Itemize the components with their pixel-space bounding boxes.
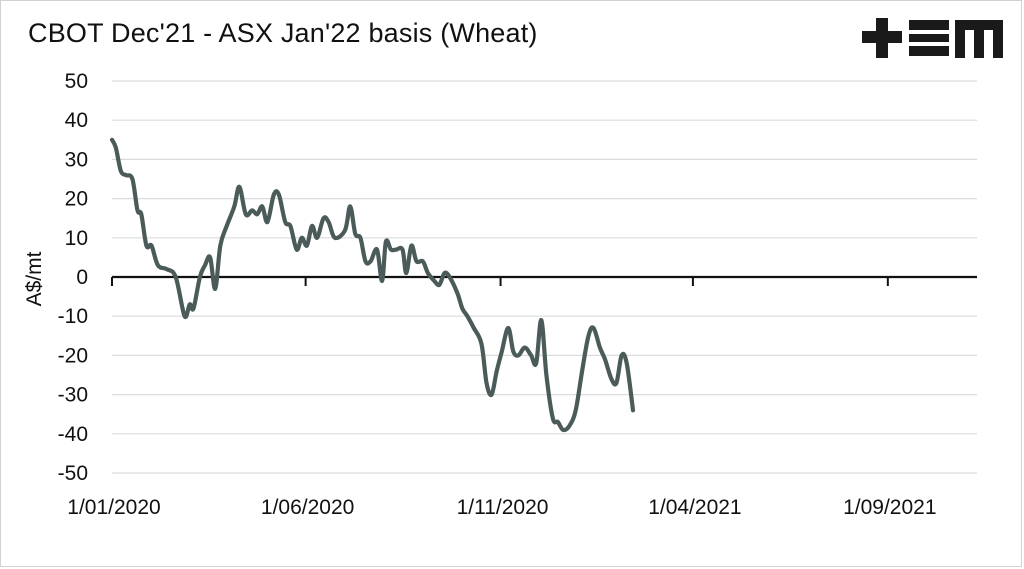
x-axis — [111, 275, 977, 286]
y-axis-ticks: 50 40 30 20 10 0 -10 -20 -30 -40 -50 — [58, 70, 88, 485]
y-tick-label: 30 — [65, 148, 88, 171]
gridlines — [112, 80, 977, 474]
y-tick-label: 50 — [65, 70, 88, 93]
plus-icon — [862, 18, 902, 58]
x-tick-label: 1/11/2020 — [457, 496, 549, 519]
x-axis-ticks: 1/01/2020 1/06/2020 1/11/2020 1/04/2021 1/09… — [67, 496, 936, 519]
chart-title: CBOT Dec'21 - ASX Jan'22 basis (Wheat) — [28, 18, 538, 48]
y-tick-label: 40 — [65, 109, 88, 132]
m-letter-icon — [955, 20, 1003, 58]
y-tick-label: 0 — [76, 266, 88, 289]
series-line — [109, 137, 636, 433]
y-tick-label: 10 — [65, 227, 88, 250]
x-tick-label: 1/01/2020 — [67, 496, 160, 519]
x-tick-label: 1/06/2020 — [261, 496, 354, 519]
series-group — [109, 137, 636, 433]
y-tick-label: -30 — [58, 384, 88, 407]
y-tick-label: -40 — [58, 423, 88, 446]
y-axis-label: A$/mt — [23, 251, 46, 306]
x-tick-label: 1/04/2021 — [648, 496, 741, 519]
y-tick-label: -10 — [58, 305, 88, 328]
equals-e-icon — [909, 20, 949, 56]
y-tick-label: 20 — [65, 188, 88, 211]
y-tick-label: -50 — [58, 462, 88, 485]
x-tick-label: 1/09/2021 — [843, 496, 936, 519]
y-tick-label: -20 — [58, 344, 88, 367]
brand-logo — [862, 18, 1003, 58]
